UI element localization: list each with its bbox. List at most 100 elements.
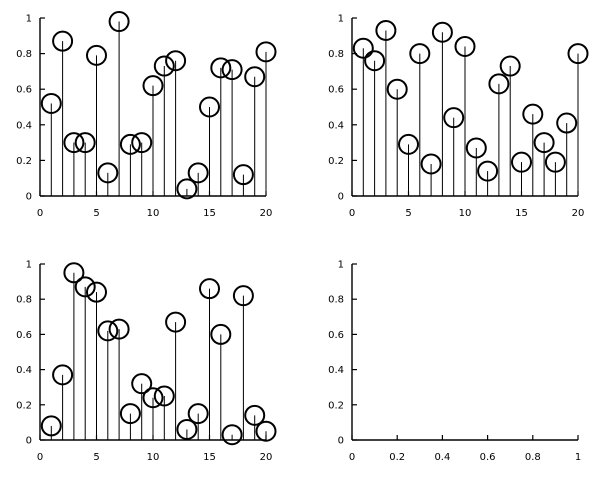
stem-marker	[142, 75, 164, 97]
x-tick-label: 5	[405, 208, 411, 219]
y-tick-label: 0.6	[328, 85, 344, 96]
x-tick-label: 0.8	[525, 452, 541, 463]
y-tick-label: 1	[338, 260, 344, 271]
stem-marker	[142, 387, 164, 409]
stem-marker	[199, 278, 220, 300]
x-tick-label: 0.6	[480, 452, 496, 463]
x-tick-label: 15	[203, 452, 216, 463]
stem-marker	[499, 55, 521, 77]
stem-marker	[244, 66, 266, 88]
y-tick-label: 0.8	[328, 49, 344, 60]
stem-marker	[97, 320, 119, 342]
stem-plot-bottom-left: 00.20.40.60.810 5 10 15 20	[16, 260, 277, 463]
stem-marker	[488, 73, 510, 95]
y-tick-label: 0.2	[328, 400, 344, 411]
empty-axes-bottom-right: 0 0.2 0.4 0.6 0.8 1 0 0.2 0.4 0.6 0.8 1	[328, 260, 581, 464]
y-tick-label: 1	[338, 14, 344, 25]
stem-marker	[409, 43, 431, 65]
x-tick-label: 0	[349, 452, 355, 463]
stem-marker	[511, 151, 532, 173]
stem-marker	[40, 415, 62, 437]
stem-marker	[176, 418, 198, 440]
y-tick-label: 0	[338, 192, 344, 203]
stem-marker	[74, 132, 96, 154]
x-tick-label: 10	[147, 452, 160, 463]
x-tick-label: 20	[260, 452, 273, 463]
y-tick-label: 0.4	[16, 365, 32, 376]
stem-marker	[522, 103, 544, 125]
y-tick-label: 0.6	[16, 330, 32, 341]
y-tick-label: 0.8	[16, 49, 32, 60]
stem-marker	[108, 318, 130, 340]
stem-plot-top-left: 00.20.40.60.810 5 10 15 20	[16, 11, 277, 219]
stem-marker	[165, 50, 187, 72]
stem-marker	[176, 178, 198, 200]
y-tick-label: 1	[26, 14, 32, 25]
stem-marker	[477, 160, 499, 182]
stem-marker	[187, 162, 209, 184]
x-tick-label: 1	[575, 452, 581, 463]
x-tick-label: 0	[37, 208, 43, 219]
stem-marker	[86, 281, 107, 303]
x-tick-label: 15	[203, 208, 216, 219]
stem-marker	[375, 19, 397, 41]
x-tick-label: 0.2	[389, 452, 405, 463]
x-tick-label: 10	[147, 208, 160, 219]
x-tick-label: 0	[37, 452, 43, 463]
stem-marker	[52, 364, 74, 386]
stem-marker	[63, 132, 85, 154]
stem-marker	[108, 11, 130, 33]
stem-marker	[52, 30, 74, 52]
stem-marker	[153, 55, 175, 77]
stem-marker	[40, 92, 62, 114]
stem-marker	[63, 262, 85, 284]
stem-marker	[533, 132, 555, 154]
stem-marker	[221, 59, 243, 81]
stem-marker	[74, 276, 96, 298]
x-tick-label: 0	[349, 208, 355, 219]
stem-marker	[431, 21, 453, 43]
stem-marker	[454, 35, 476, 57]
stem-marker	[544, 151, 566, 173]
y-tick-label: 0.4	[328, 120, 344, 131]
x-tick-label: 0.4	[434, 452, 450, 463]
stem-marker	[131, 373, 153, 395]
stem-marker	[210, 323, 232, 345]
stem-marker	[131, 132, 153, 154]
y-tick-label: 1	[26, 260, 32, 271]
y-tick-label: 0.8	[328, 295, 344, 306]
stem-marker	[244, 404, 266, 426]
x-tick-label: 5	[93, 208, 99, 219]
stem-marker	[420, 153, 442, 175]
stem-marker	[232, 164, 254, 186]
x-tick-label: 20	[260, 208, 273, 219]
x-tick-label: 20	[572, 208, 585, 219]
y-tick-label: 0	[26, 436, 32, 447]
y-tick-label: 0.2	[16, 156, 32, 167]
stem-marker	[386, 78, 408, 100]
stem-marker	[567, 43, 589, 65]
stem-marker	[187, 403, 209, 425]
y-tick-label: 0.6	[328, 330, 344, 341]
stem-marker	[255, 41, 277, 63]
stem-marker	[210, 57, 232, 79]
stem-marker	[443, 107, 465, 129]
y-tick-label: 0	[338, 436, 344, 447]
x-tick-label: 10	[459, 208, 472, 219]
stem-marker	[465, 137, 487, 159]
stem-marker	[119, 403, 141, 425]
stem-marker	[398, 133, 419, 155]
stem-marker	[165, 311, 187, 333]
stem-marker	[352, 37, 374, 59]
y-tick-label: 0	[26, 192, 32, 203]
y-tick-label: 0.6	[16, 85, 32, 96]
y-tick-label: 0.2	[16, 400, 32, 411]
stem-marker	[221, 424, 243, 446]
y-tick-label: 0.2	[328, 156, 344, 167]
x-tick-label: 5	[93, 452, 99, 463]
stem-marker	[153, 385, 175, 407]
stem-marker	[364, 50, 386, 72]
stem-marker	[556, 112, 578, 134]
stem-marker	[86, 44, 107, 66]
